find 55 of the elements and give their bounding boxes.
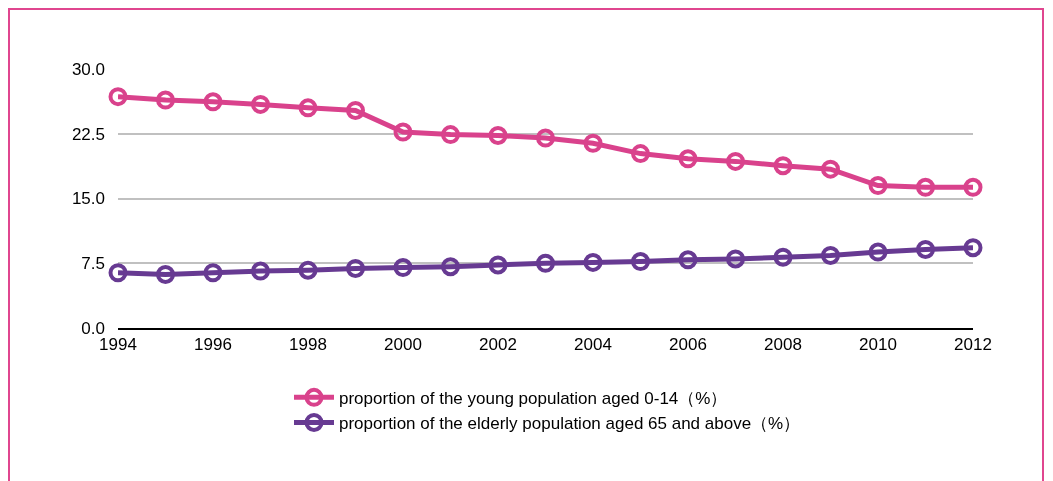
y-tick-label: 15.0 bbox=[71, 189, 105, 209]
point bbox=[726, 249, 745, 269]
x-tick-label: 1996 bbox=[194, 335, 232, 355]
point bbox=[821, 245, 840, 265]
legend-label: proportion of the elderly population aged 65 and above（%） bbox=[339, 414, 801, 434]
point bbox=[488, 125, 508, 145]
y-tick-label: 30.0 bbox=[71, 59, 105, 79]
x-tick-label: 1994 bbox=[99, 335, 137, 355]
point bbox=[393, 122, 413, 142]
point bbox=[203, 92, 223, 112]
point bbox=[441, 257, 460, 277]
point bbox=[963, 238, 983, 258]
y-tick-label: 7.5 bbox=[81, 254, 105, 274]
y-tick-label: 0.0 bbox=[81, 318, 105, 338]
point bbox=[251, 261, 270, 281]
point bbox=[156, 264, 175, 284]
point bbox=[346, 258, 365, 278]
point bbox=[108, 87, 128, 107]
point bbox=[583, 133, 603, 153]
point bbox=[773, 156, 793, 176]
point bbox=[251, 94, 270, 114]
point bbox=[868, 242, 888, 262]
point bbox=[203, 263, 223, 283]
point bbox=[868, 176, 888, 196]
x-tick-label: 2006 bbox=[669, 335, 707, 355]
point bbox=[108, 263, 128, 283]
point bbox=[916, 177, 935, 197]
x-tick-label: 2010 bbox=[859, 335, 897, 355]
point bbox=[536, 253, 555, 273]
point bbox=[536, 128, 555, 148]
point bbox=[678, 250, 698, 270]
x-tick-label: 2002 bbox=[479, 335, 517, 355]
point bbox=[726, 151, 745, 171]
y-tick-label: 22.5 bbox=[71, 124, 105, 144]
x-tick-label: 2000 bbox=[384, 335, 422, 355]
point bbox=[963, 177, 983, 197]
point bbox=[298, 98, 318, 118]
x-tick-label: 2008 bbox=[764, 335, 802, 355]
point bbox=[821, 159, 840, 179]
point bbox=[298, 260, 318, 280]
point bbox=[156, 90, 175, 110]
x-tick-label: 2012 bbox=[954, 335, 992, 355]
point bbox=[678, 149, 698, 169]
legend-label: proportion of the young population aged 0-14（%） bbox=[339, 388, 728, 408]
point bbox=[441, 125, 460, 145]
point bbox=[916, 239, 935, 259]
point bbox=[583, 252, 603, 272]
point bbox=[346, 100, 365, 120]
point bbox=[488, 255, 508, 275]
x-tick-label: 1998 bbox=[289, 335, 327, 355]
x-tick-label: 2004 bbox=[574, 335, 612, 355]
point bbox=[773, 247, 793, 267]
point bbox=[393, 258, 413, 278]
point bbox=[631, 144, 650, 164]
point bbox=[631, 252, 650, 272]
